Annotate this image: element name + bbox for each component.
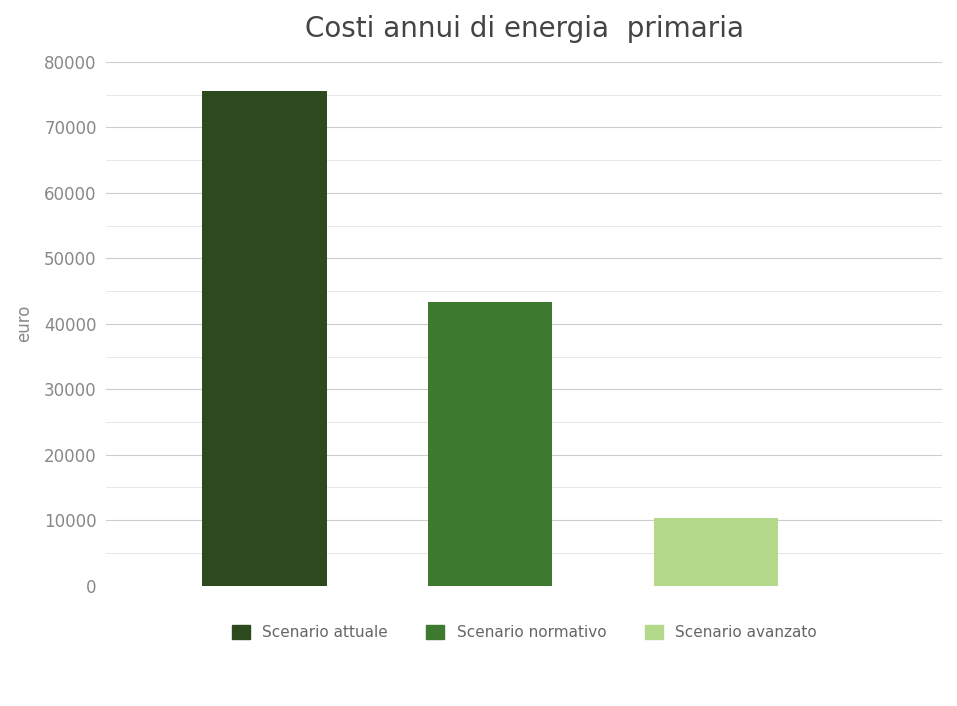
Title: Costi annui di energia  primaria: Costi annui di energia primaria [304,15,744,43]
Legend: Scenario attuale, Scenario normativo, Scenario avanzato: Scenario attuale, Scenario normativo, Sc… [226,618,823,646]
Bar [428,302,552,585]
Bar [203,92,326,585]
Y-axis label: euro: euro [15,305,33,342]
Bar [654,518,778,585]
